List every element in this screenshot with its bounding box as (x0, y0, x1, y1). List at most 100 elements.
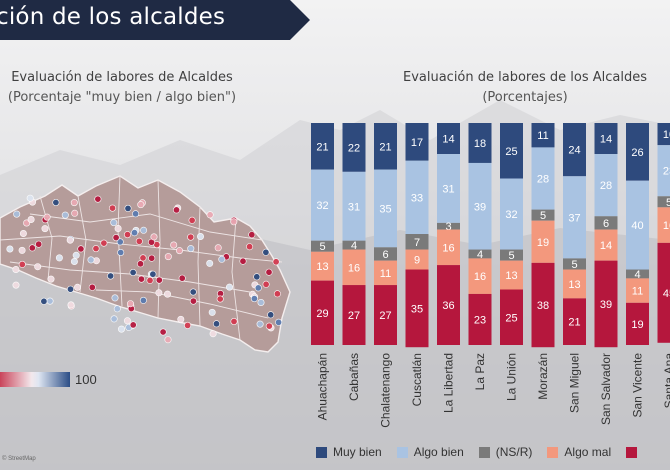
municipality-marker[interactable] (131, 229, 139, 237)
municipality-marker[interactable] (66, 236, 74, 244)
bar-segment-algo-bien[interactable] (626, 180, 649, 270)
municipality-marker[interactable] (139, 296, 147, 304)
bar-segment-muy-mal[interactable] (563, 298, 586, 345)
municipality-marker[interactable] (12, 265, 20, 273)
bar-segment-ns-r[interactable] (563, 258, 586, 270)
municipality-marker[interactable] (12, 281, 20, 289)
bar-segment-muy-mal[interactable] (657, 242, 670, 343)
bar-segment-algo-mal[interactable] (657, 207, 670, 243)
municipality-marker[interactable] (189, 297, 197, 305)
municipality-marker[interactable] (216, 295, 224, 303)
bar-segment-algo-bien[interactable] (311, 169, 334, 241)
municipality-marker[interactable] (272, 258, 280, 266)
municipality-marker[interactable] (189, 288, 197, 296)
bar-segment-muy-bien[interactable] (437, 123, 460, 155)
bar-segment-algo-mal[interactable] (531, 220, 555, 263)
municipality-marker[interactable] (113, 305, 121, 313)
municipality-marker[interactable] (209, 330, 217, 338)
bar-segment-ns-r[interactable] (342, 240, 366, 250)
bar-segment-algo-mal[interactable] (500, 260, 523, 290)
bar-segment-algo-bien[interactable] (437, 154, 460, 223)
municipality-marker[interactable] (52, 199, 60, 207)
bar-segment-muy-mal[interactable] (500, 289, 523, 346)
municipality-marker[interactable] (139, 254, 147, 262)
municipality-marker[interactable] (41, 225, 49, 233)
municipality-marker[interactable] (187, 245, 195, 253)
municipality-marker[interactable] (117, 249, 125, 257)
municipality-marker[interactable] (87, 256, 95, 264)
municipality-marker[interactable] (74, 283, 82, 291)
municipality-marker[interactable] (110, 315, 118, 323)
bar-segment-muy-bien[interactable] (594, 123, 618, 155)
municipality-marker[interactable] (43, 213, 51, 221)
municipality-marker[interactable] (109, 204, 117, 212)
municipality-marker[interactable] (173, 206, 181, 214)
municipality-marker[interactable] (248, 231, 256, 239)
municipality-marker[interactable] (18, 260, 26, 268)
municipality-marker[interactable] (164, 253, 172, 261)
municipality-marker[interactable] (61, 211, 69, 219)
municipality-marker[interactable] (19, 230, 27, 238)
bar-segment-muy-mal[interactable] (437, 265, 460, 345)
municipality-marker[interactable] (155, 289, 163, 297)
bar-segment-algo-bien[interactable] (500, 178, 523, 250)
municipality-marker[interactable] (137, 260, 145, 268)
bar-segment-algo-mal[interactable] (342, 249, 366, 286)
municipality-marker[interactable] (262, 248, 270, 256)
municipality-marker[interactable] (72, 251, 80, 259)
bar-segment-muy-mal[interactable] (342, 285, 366, 345)
bar-segment-algo-bien[interactable] (531, 147, 555, 210)
municipality-marker[interactable] (188, 216, 196, 224)
municipality-marker[interactable] (127, 300, 135, 308)
municipality-marker[interactable] (112, 234, 120, 242)
municipality-marker[interactable] (265, 268, 273, 276)
bar-segment-algo-mal[interactable] (563, 269, 586, 299)
municipality-marker[interactable] (256, 320, 264, 328)
municipality-marker[interactable] (110, 219, 118, 227)
municipality-marker[interactable] (26, 194, 34, 202)
municipality-marker[interactable] (77, 245, 85, 253)
municipality-marker[interactable] (129, 321, 137, 329)
municipality-marker[interactable] (55, 254, 63, 262)
municipality-marker[interactable] (265, 322, 273, 330)
bar-segment-algo-mal[interactable] (468, 258, 492, 294)
municipality-marker[interactable] (6, 245, 14, 253)
municipality-marker[interactable] (230, 317, 238, 325)
municipality-marker[interactable] (246, 243, 254, 251)
bar-segment-algo-bien[interactable] (563, 176, 586, 259)
bar-segment-algo-mal[interactable] (374, 260, 397, 286)
municipality-marker[interactable] (27, 216, 35, 224)
municipality-marker[interactable] (88, 283, 96, 291)
bar-segment-muy-mal[interactable] (311, 280, 334, 345)
municipality-marker[interactable] (177, 315, 185, 323)
municipality-marker[interactable] (47, 275, 55, 283)
bar-segment-algo-bien[interactable] (342, 171, 366, 241)
municipality-marker[interactable] (206, 211, 214, 219)
municipality-marker[interactable] (116, 238, 124, 246)
bar-segment-algo-mal[interactable] (311, 251, 334, 281)
municipality-marker[interactable] (132, 210, 140, 218)
bar-segment-muy-bien[interactable] (342, 123, 366, 172)
legend-item-ns-r[interactable]: (NS/R) (478, 445, 532, 459)
bar-segment-muy-bien[interactable] (311, 123, 334, 170)
bar-segment-ns-r[interactable] (405, 234, 429, 250)
municipality-marker[interactable] (124, 231, 132, 239)
bar-segment-ns-r[interactable] (374, 247, 397, 261)
municipality-marker[interactable] (250, 295, 258, 303)
municipality-marker[interactable] (94, 195, 102, 203)
bar-segment-muy-mal[interactable] (626, 302, 649, 345)
municipality-marker[interactable] (253, 273, 261, 281)
municipality-marker[interactable] (13, 210, 21, 218)
municipality-marker[interactable] (230, 218, 238, 226)
municipality-marker[interactable] (123, 317, 131, 325)
municipality-marker[interactable] (40, 297, 48, 305)
bar-segment-muy-bien[interactable] (531, 123, 555, 148)
bar-segment-muy-mal[interactable] (374, 285, 397, 345)
bar-segment-ns-r[interactable] (500, 249, 523, 261)
municipality-marker[interactable] (218, 255, 226, 263)
municipality-marker[interactable] (226, 283, 234, 291)
municipality-marker[interactable] (164, 336, 172, 344)
bar-segment-ns-r[interactable] (468, 249, 492, 259)
municipality-marker[interactable] (34, 263, 42, 271)
